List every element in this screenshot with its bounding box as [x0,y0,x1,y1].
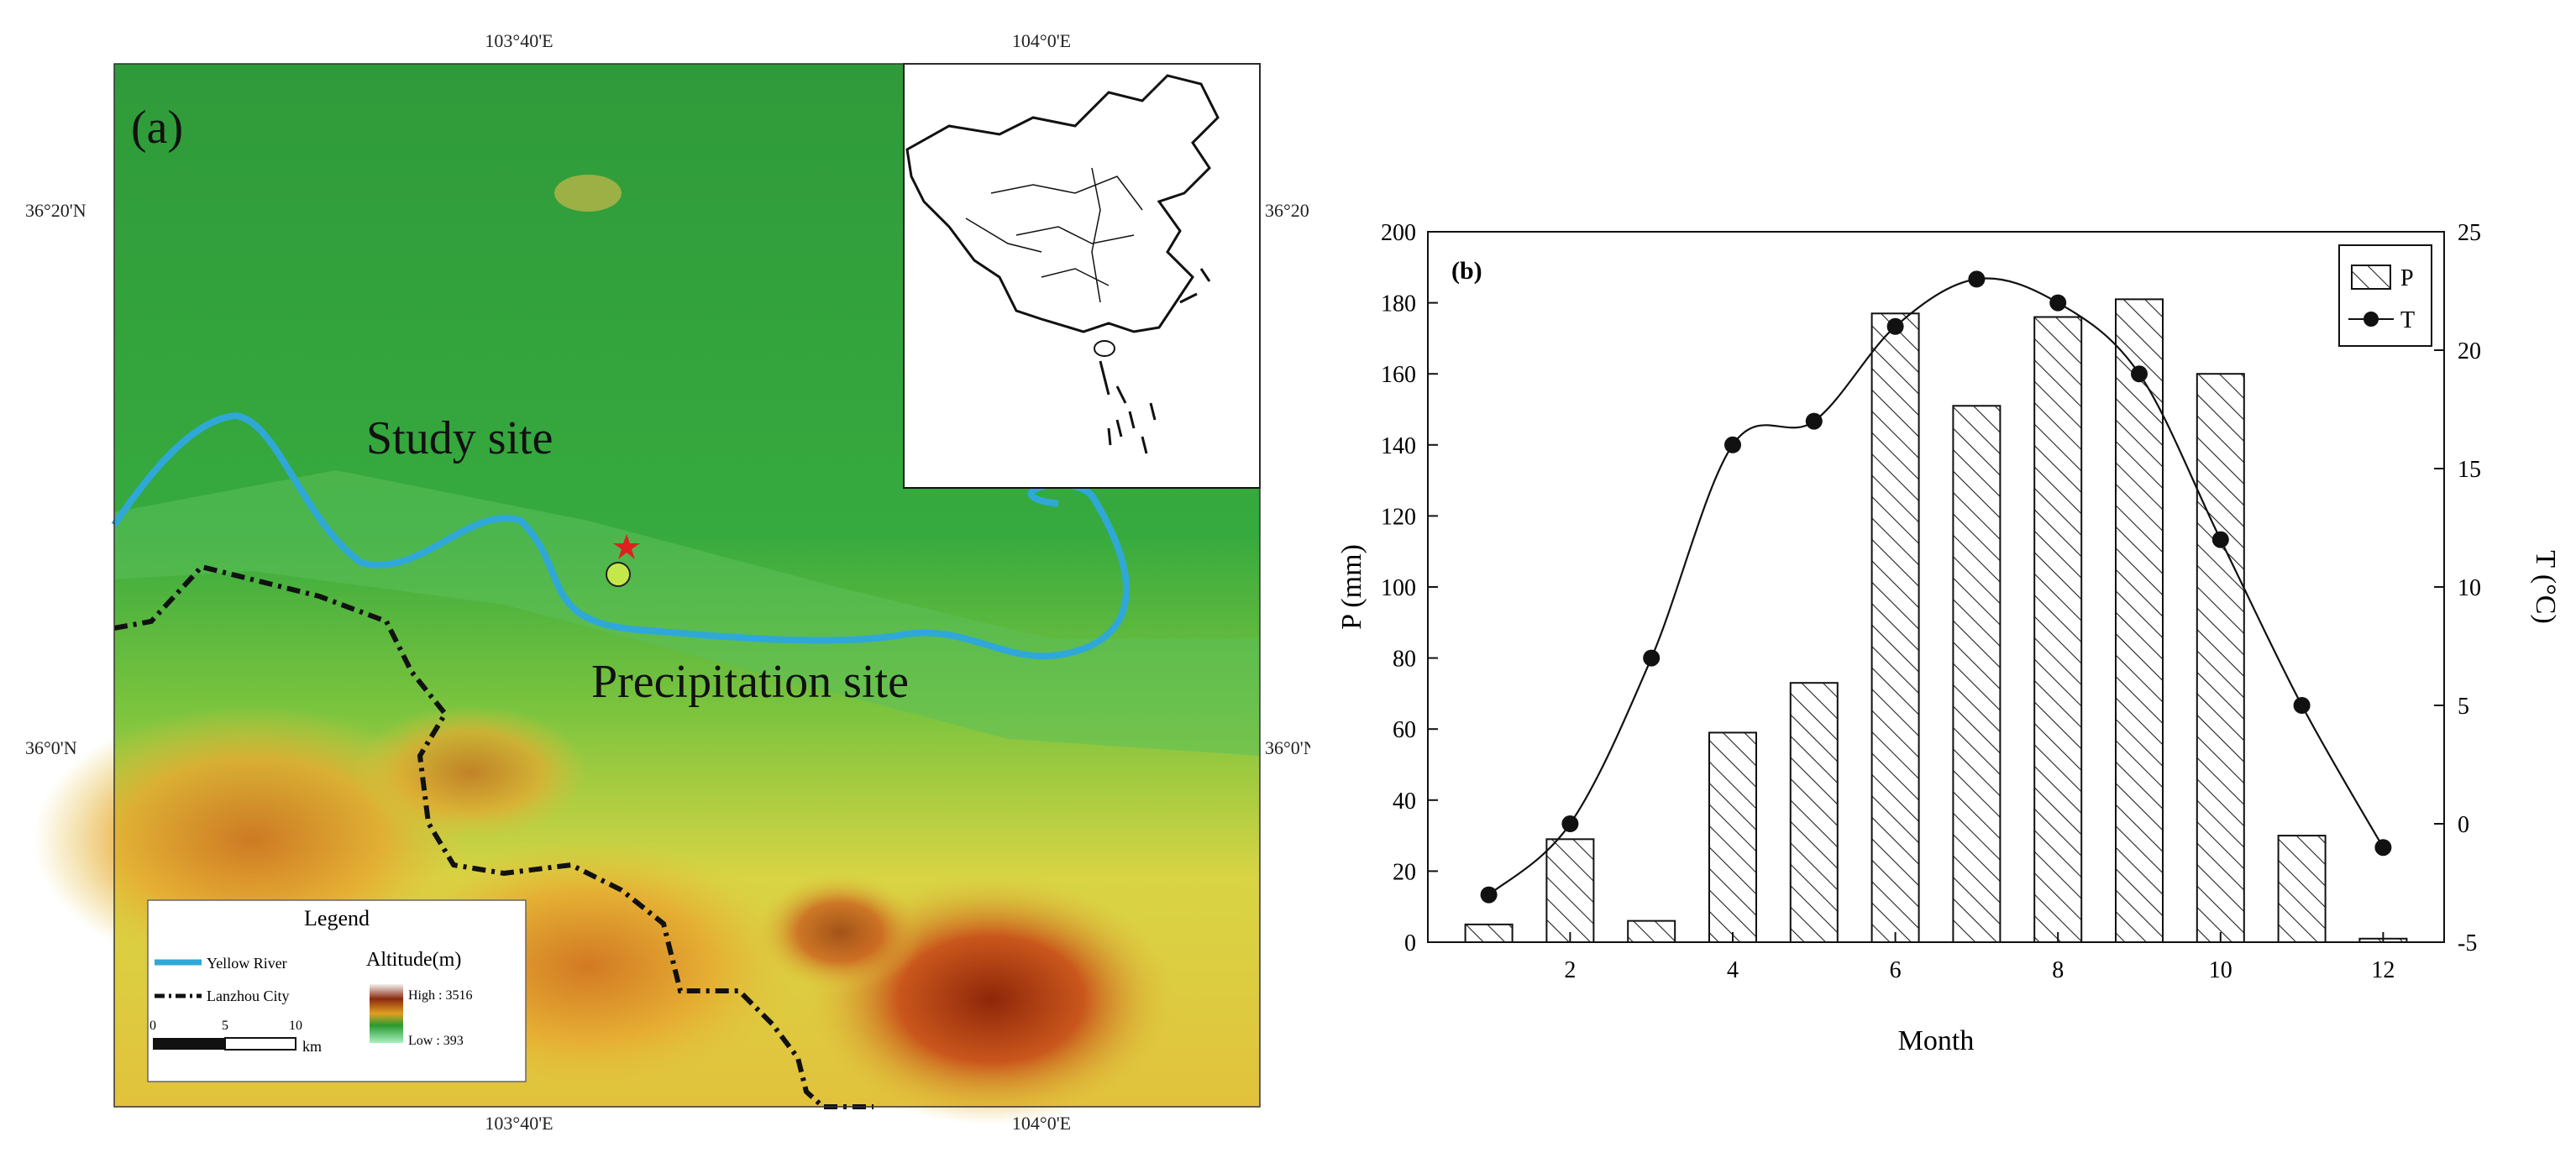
y-tick-label: 200 [1381,220,1416,246]
temperature-point-9 [2131,365,2148,383]
temperature-point-10 [2211,531,2229,548]
y-tick-label: 60 [1393,717,1416,743]
y2-tick-label: 5 [2458,694,2469,720]
temperature-point-4 [1724,436,1741,453]
map-panel: (a) Study site Precipitation site 103°40… [25,30,1326,1134]
precip-bar-11 [2277,835,2327,943]
temperature-point-2 [1561,815,1579,832]
legend-altitude-ramp [370,984,403,1043]
precip-bar-9 [2115,298,2164,943]
study-site-label: Study site [366,412,553,464]
y2-tick-label: 0 [2458,812,2469,838]
plot-area [1427,231,2445,943]
precip-bar-7 [1952,405,2002,943]
scale-tick-0: 0 [150,1019,156,1033]
legend-t-label: T [2400,307,2415,333]
precip-bar-6 [1870,312,1920,944]
study-site-star-icon [613,534,640,559]
legend-title: Legend [304,906,370,930]
y-tick-label: 0 [1404,930,1416,956]
panel-b-label: (b) [1451,257,1482,285]
temperature-point-7 [1968,270,1986,288]
x-tick-label: 12 [2371,957,2395,983]
top-lon-label-2: 104°0'E [1012,30,1071,51]
temperature-point-1 [1480,886,1498,904]
yellow-river-line [111,412,1130,660]
bottom-lon-label-1: 103°40'E [485,1113,553,1134]
legend-t-marker [2364,312,2379,327]
y-tick-label: 100 [1381,575,1416,601]
y-axis-title: P (mm) [1336,544,1367,630]
y2-tick-label: 15 [2458,457,2481,483]
x-tick-label: 10 [2209,957,2232,983]
y-tick-label: 120 [1381,504,1416,530]
china-inset-map [903,63,1261,489]
y2-tick-label: 25 [2458,220,2481,246]
precip-bar-10 [2196,373,2245,943]
chart-panel: 0 20 40 60 80 100 120 140 160 180 200 -5 0 5 10 15 20 25 2… [1310,0,2576,1154]
left-lat-label-1: 36°20'N [25,200,87,221]
temperature-point-3 [1643,649,1660,667]
precip-bar-5 [1789,682,1839,944]
precip-bar-8 [2033,316,2083,943]
lanzhou-city-boundary [113,563,874,1109]
legend-altitude-title: Altitude(m) [366,949,461,971]
temperature-series [1480,270,2392,904]
left-lat-label-2: 36°0'N [25,737,77,758]
right-lat-label-1: 36°20'N [1265,200,1310,221]
x-tick-label: 4 [1727,957,1739,983]
y-tick-label: 160 [1381,362,1416,388]
map-legend: Legend Yellow River Lanzhou City Altitud… [147,899,527,1082]
scale-unit: km [302,1038,322,1055]
scale-bar-dark [153,1038,225,1050]
precip-bar-2 [1545,838,1595,944]
scale-bar-light [224,1037,296,1051]
panel-a-label: (a) [131,102,183,154]
y2-axis-title: T (°C) [2530,550,2561,624]
precipitation-site-label: Precipitation site [591,656,909,708]
map-figure: (a) Study site Precipitation site 103°40… [25,30,1326,1134]
y-tick-label: 180 [1381,291,1416,317]
right-lat-label-2: 36°0'N [1265,737,1310,758]
scale-tick-10: 10 [289,1019,302,1033]
chart-legend: P T [2338,244,2432,347]
temperature-point-12 [2374,839,2392,857]
y-tick-label: 80 [1393,647,1416,673]
legend-city-label: Lanzhou City [207,988,289,1004]
y-tick-label: 40 [1393,789,1416,815]
precip-bars [1464,298,2408,944]
temperature-point-11 [2293,697,2311,714]
x-tick-label: 8 [2052,957,2064,983]
precipitation-site-circle-icon [606,562,631,587]
y2-tick-label: 20 [2458,338,2481,364]
y2-tick-label: 10 [2458,575,2481,601]
legend-p-label: P [2400,265,2414,291]
axes: 0 20 40 60 80 100 120 140 160 180 200 -5 0 5 10 15 20 25 2… [1381,220,2481,983]
legend-river-label: Yellow River [207,955,287,972]
map-frame [113,63,1261,1108]
legend-p-swatch [2351,265,2391,290]
temperature-point-5 [1805,412,1823,430]
temperature-line [1487,277,2385,896]
x-axis-title: Month [1898,1025,1975,1056]
temperature-point-8 [2049,294,2067,312]
bottom-lon-label-2: 104°0'E [1012,1113,1071,1134]
precip-bar-1 [1464,923,1514,943]
climate-chart: 0 20 40 60 80 100 120 140 160 180 200 -5 0 5 10 15 20 25 2… [1336,220,2561,1056]
precip-bar-3 [1627,920,1676,943]
x-tick-label: 6 [1890,957,1902,983]
y-tick-label: 140 [1381,433,1416,459]
y2-tick-label: -5 [2458,930,2477,956]
legend-low-label: Low : 393 [408,1034,464,1048]
y-tick-label: 20 [1393,859,1416,885]
top-lon-label-1: 103°40'E [485,30,553,51]
precip-bar-4 [1708,731,1757,943]
legend-high-label: High : 3516 [408,988,472,1003]
scale-tick-5: 5 [222,1019,228,1033]
x-tick-label: 2 [1564,957,1576,983]
temperature-point-6 [1886,317,1904,335]
